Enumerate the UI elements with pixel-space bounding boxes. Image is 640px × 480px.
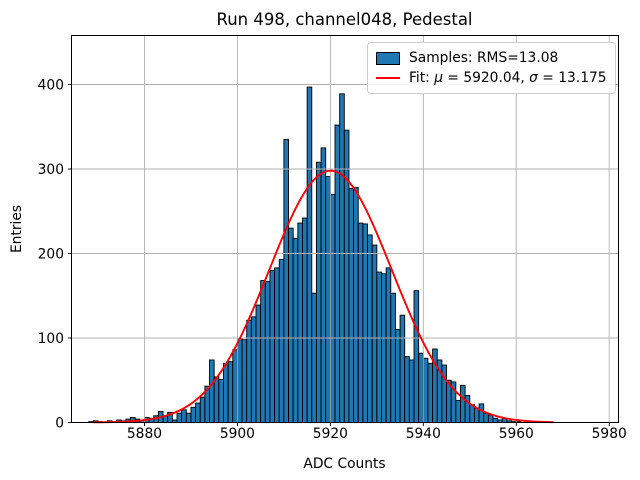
histogram-bar	[357, 222, 364, 423]
histogram-bar	[302, 217, 308, 423]
legend-label-text: Samples: RMS=13.08	[409, 50, 559, 66]
histogram-bar	[190, 406, 197, 423]
legend-label-text: Fit:	[409, 70, 435, 86]
histogram-bar	[413, 290, 420, 423]
histogram-bar	[255, 304, 262, 423]
histogram-bar	[399, 314, 406, 423]
histogram-bar	[315, 161, 322, 423]
histogram-bar	[418, 352, 424, 423]
legend-label-text: = 13.175	[537, 70, 607, 86]
legend-label-text: = 5920.04,	[443, 70, 530, 86]
histogram-bar	[250, 316, 257, 423]
histogram-bar	[334, 124, 341, 423]
histogram-bar	[376, 271, 382, 423]
histogram-bar	[176, 412, 183, 423]
histogram-bar	[473, 407, 480, 423]
histogram-bar	[213, 376, 220, 423]
histogram-bar	[343, 129, 350, 423]
histogram-bar	[218, 378, 224, 423]
histogram-bar	[487, 414, 494, 423]
histogram-bar	[181, 409, 187, 423]
histogram-bar	[311, 292, 317, 423]
histogram-bar	[325, 176, 331, 423]
histogram-bar	[329, 193, 336, 423]
legend-samples-swatch	[376, 51, 400, 65]
histogram-bar	[288, 227, 294, 423]
x-axis-label: ADC Counts	[303, 456, 386, 472]
histogram-bar	[236, 337, 243, 423]
histogram-bar	[427, 362, 434, 423]
x-tick-label: 5900	[220, 426, 255, 442]
histogram-bar	[185, 412, 192, 423]
legend-label: Fit: μ = 5920.04, σ = 13.175	[409, 70, 607, 86]
x-tick-label: 5940	[406, 426, 441, 442]
histogram-bar	[195, 402, 201, 423]
histogram-bar	[209, 359, 215, 423]
legend-label-symbol: σ	[529, 70, 538, 86]
y-axis-label: Entries	[9, 204, 25, 254]
x-tick-label: 5960	[499, 426, 534, 442]
histogram-bar	[455, 400, 461, 423]
fit-curve	[93, 169, 554, 424]
histogram-bar	[241, 339, 248, 423]
histogram-bar	[232, 349, 238, 423]
histogram-bar	[381, 273, 387, 423]
histogram-bar	[269, 269, 276, 423]
histogram-bar	[246, 319, 252, 423]
histogram-bar	[260, 280, 266, 423]
legend-label-symbol: μ	[434, 70, 443, 86]
histogram-bar	[278, 258, 285, 423]
histogram-bar	[422, 357, 429, 423]
histogram-bar	[469, 404, 475, 423]
histogram-bar	[394, 329, 401, 423]
x-tick-label: 5880	[127, 426, 162, 442]
legend-item: Fit: μ = 5920.04, σ = 13.175	[376, 68, 607, 88]
histogram-bar	[460, 384, 466, 423]
legend: Samples: RMS=13.08 Fit: μ = 5920.04, σ = …	[367, 42, 616, 94]
histogram-bar	[478, 403, 485, 423]
histogram-bar	[371, 244, 378, 423]
histogram-bar	[408, 359, 415, 423]
y-tick-label: 400	[38, 77, 64, 93]
histogram-bar	[306, 86, 313, 423]
histogram-bar	[367, 234, 373, 423]
histogram-bar	[483, 412, 489, 423]
histogram-bar	[320, 147, 327, 423]
histogram-bar	[227, 361, 234, 423]
y-tick-label: 0	[55, 415, 64, 431]
histogram-bar	[339, 93, 345, 423]
axes-frame	[71, 35, 619, 423]
chart-title: Run 498, channel048, Pedestal	[216, 10, 473, 29]
y-tick-label: 300	[38, 162, 64, 178]
legend-label: Samples: RMS=13.08	[409, 50, 558, 66]
legend-item: Samples: RMS=13.08	[376, 48, 607, 68]
histogram-bar	[353, 187, 359, 423]
x-tick-label: 5920	[313, 426, 348, 442]
legend-fit-line-swatch	[376, 76, 400, 80]
histogram-bar	[223, 362, 229, 423]
y-tick-label: 100	[38, 331, 64, 347]
histogram-bar	[297, 222, 303, 423]
histogram-bar	[199, 396, 206, 423]
histogram-bar	[390, 292, 396, 423]
x-tick-label: 5980	[592, 426, 627, 442]
histogram-bar	[292, 237, 299, 423]
y-tick-label: 200	[38, 246, 64, 262]
histogram-bar	[492, 417, 499, 423]
histogram-bar	[404, 356, 410, 423]
histogram-bar	[264, 280, 271, 423]
histogram-bar	[385, 267, 392, 423]
histogram-bar	[283, 138, 289, 423]
histogram-bar	[274, 267, 280, 423]
histogram-bar	[348, 187, 355, 423]
